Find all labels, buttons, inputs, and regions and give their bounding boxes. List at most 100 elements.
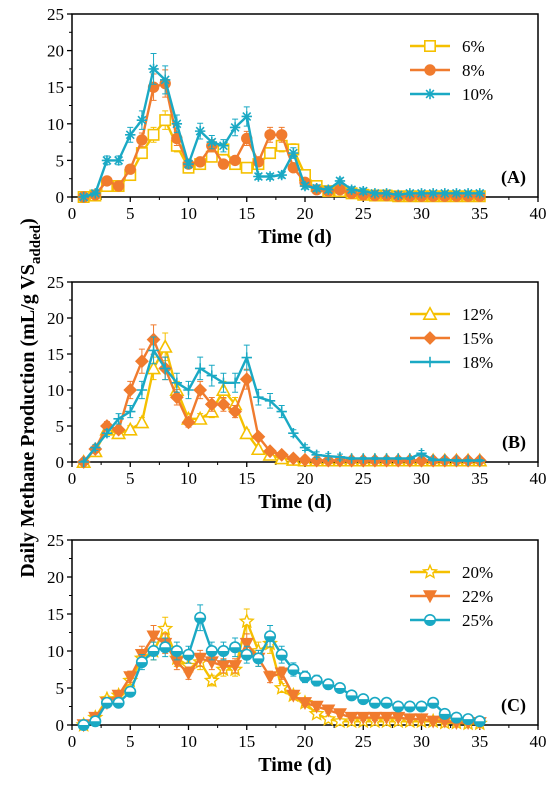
data-point	[344, 711, 359, 725]
data-point	[416, 188, 427, 199]
x-tick-label: 15	[238, 469, 255, 488]
y-tick-label: 10	[47, 381, 64, 400]
data-point	[90, 188, 101, 199]
data-point	[264, 129, 276, 141]
x-tick-label: 5	[126, 204, 135, 223]
data-point	[334, 175, 346, 187]
data-point	[462, 455, 474, 466]
data-point	[393, 189, 404, 201]
x-tick-label: 0	[68, 204, 77, 223]
data-point	[111, 422, 126, 437]
data-point	[368, 696, 381, 709]
legend-label: 6%	[462, 37, 485, 56]
data-point	[404, 453, 416, 464]
data-point	[322, 678, 335, 691]
data-point	[111, 689, 126, 703]
legend-label: 8%	[462, 61, 485, 80]
y-tick-label: 20	[47, 309, 64, 328]
x-tick-label: 5	[126, 469, 135, 488]
data-point	[332, 708, 347, 722]
data-point	[147, 644, 160, 657]
x-tick-label: 15	[238, 204, 255, 223]
legend-label: 20%	[462, 563, 493, 582]
data-point	[264, 395, 276, 406]
x-tick-label: 35	[471, 732, 488, 751]
legend-label: 12%	[462, 305, 493, 324]
data-point	[100, 696, 113, 709]
data-point	[451, 188, 462, 199]
data-point	[263, 671, 278, 685]
data-point	[264, 171, 276, 182]
data-point	[192, 410, 208, 425]
y-tick-label: 20	[47, 568, 64, 587]
y-tick-label: 15	[47, 345, 64, 364]
series-10pct	[78, 53, 485, 203]
data-point	[171, 118, 183, 129]
series-8pct	[77, 69, 486, 203]
data-point	[216, 397, 231, 412]
data-point	[450, 711, 463, 724]
y-tick-label: 25	[47, 531, 64, 550]
data-point	[275, 648, 288, 661]
legend-marker	[423, 613, 436, 626]
legend-item: 6%	[410, 37, 485, 56]
series-15pct	[76, 324, 487, 469]
data-point	[193, 383, 208, 397]
data-point	[474, 455, 485, 466]
data-point	[473, 715, 486, 728]
x-tick-label: 15	[238, 732, 255, 751]
series-12pct	[76, 332, 488, 468]
y-tick-label: 10	[47, 642, 64, 661]
data-point	[78, 191, 89, 203]
data-point	[439, 454, 450, 466]
y-axis-label-close: )	[17, 218, 39, 225]
data-point	[334, 451, 346, 463]
legend-marker	[423, 39, 436, 52]
panel-label: (A)	[501, 167, 526, 188]
y-tick-label: 5	[56, 679, 65, 698]
data-point	[439, 188, 450, 199]
data-point	[321, 704, 336, 718]
data-point	[218, 377, 229, 388]
data-point	[90, 442, 101, 453]
data-point	[416, 448, 427, 459]
x-tick-label: 20	[297, 204, 314, 223]
legend-item: 10%	[410, 85, 493, 104]
data-point	[217, 644, 230, 657]
data-point	[136, 134, 148, 146]
data-point	[112, 180, 125, 192]
data-point	[310, 674, 323, 687]
data-point	[274, 667, 289, 681]
data-point	[160, 363, 171, 374]
panel-label: (C)	[501, 695, 526, 716]
data-point	[206, 370, 217, 381]
data-point	[148, 345, 159, 356]
data-point	[427, 454, 439, 466]
data-point	[252, 652, 265, 665]
y-tick-label: 25	[47, 273, 64, 292]
x-tick-label: 35	[471, 469, 488, 488]
legend-item: 20%	[410, 563, 493, 582]
legend-item: 8%	[410, 61, 485, 80]
y-tick-label: 0	[56, 453, 65, 472]
x-tick-label: 40	[530, 204, 547, 223]
data-point	[274, 447, 289, 462]
data-point	[264, 630, 277, 643]
data-point	[171, 377, 183, 388]
data-point	[228, 660, 243, 674]
data-point	[122, 421, 138, 436]
series-22pct	[76, 625, 487, 733]
data-point	[451, 455, 462, 466]
legend-marker	[422, 590, 438, 604]
data-point	[286, 689, 301, 703]
data-point	[263, 444, 277, 459]
legend-marker	[424, 356, 436, 368]
data-point	[346, 184, 357, 195]
data-point	[276, 406, 287, 417]
data-point	[159, 114, 172, 127]
x-tick-label: 35	[471, 204, 488, 223]
data-point	[238, 612, 255, 629]
data-point	[309, 453, 324, 468]
legend-marker	[421, 563, 439, 579]
